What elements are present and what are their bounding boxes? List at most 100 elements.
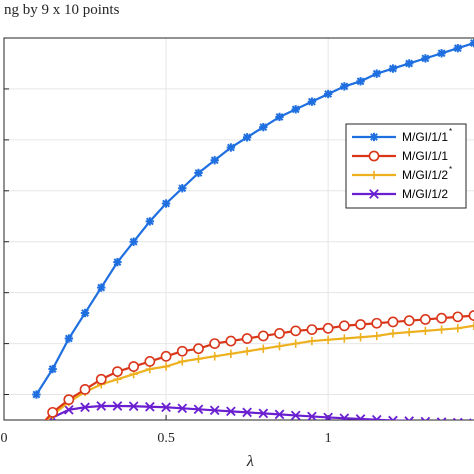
data-point [404,416,415,420]
data-point [340,334,349,343]
data-point [161,362,171,371]
data-point [323,335,333,344]
data-point [419,314,431,325]
data-point [48,364,57,374]
series-line [35,42,474,396]
data-point [242,347,252,356]
data-point [226,349,236,358]
data-point [404,327,414,337]
data-point [453,43,462,53]
data-point [307,97,317,106]
data-point [129,237,138,246]
legend-label: M/GI/1/2 [402,187,448,201]
data-point [112,366,123,378]
data-point [371,317,383,329]
data-point [259,344,268,353]
legend-superscript: * [449,165,452,174]
legend-label: M/GI/1/1 [402,149,448,163]
grid [3,38,474,420]
data-point [128,361,140,372]
data-point [372,331,381,341]
axis-ticks: 0 0.5 1 [1,88,332,446]
data-point [372,69,381,78]
data-point [95,373,107,385]
data-point [32,390,41,399]
data-point [32,426,40,434]
data-point [291,105,300,114]
data-point [32,426,40,434]
data-point [388,64,398,73]
data-point [421,54,430,63]
data-point [242,407,252,418]
series-4 [32,401,473,434]
legend-marker [369,132,379,142]
legend-item: M/GI/1/2 [352,187,448,201]
data-point [355,319,366,330]
legend: M/GI/1/1 *M/GI/1/1M/GI/1/2 *M/GI/1/2 [345,123,467,209]
data-point [128,401,139,412]
legend-superscript: * [449,127,452,136]
series-line [45,324,474,420]
data-point [323,412,333,420]
data-point [388,415,398,420]
data-point [469,38,474,48]
data-point [225,335,237,347]
data-point [323,89,333,99]
data-point [64,334,74,343]
data-point [209,338,221,349]
data-point [403,315,415,327]
legend-item: M/GI/1/1 [352,149,448,163]
data-point [80,308,90,318]
data-point [226,143,236,152]
data-point [371,414,382,420]
data-point [160,350,172,362]
data-point [340,82,349,91]
data-point [241,333,253,344]
data-point [145,217,155,226]
data-point [209,405,220,416]
data-point [242,133,252,142]
header-fragment: ng by 9 x 10 points [4,2,120,18]
data-point [290,410,301,420]
series-layer [32,38,474,435]
data-point [112,401,123,411]
x-axis-label: λ [246,453,254,470]
data-point [437,49,446,58]
data-point [404,59,414,68]
data-point [437,325,446,334]
legend-marker [368,150,380,162]
data-point [257,330,269,342]
data-point [355,414,366,420]
data-point [226,406,236,417]
data-point [436,312,447,324]
legend-item: M/GI/1/2 * [352,165,452,182]
data-point [338,320,350,332]
data-point [193,404,204,415]
data-point [113,257,122,267]
data-point [274,409,285,420]
data-point [259,122,268,132]
data-point [178,357,187,366]
x-tick-label: 1 [325,431,332,446]
data-point [387,316,399,328]
legend-item: M/GI/1/1 * [352,127,452,144]
data-point [275,341,284,351]
plot-frame [3,37,474,421]
data-point [210,352,219,361]
data-point [145,401,155,412]
data-point [453,324,462,333]
data-point [47,406,59,418]
data-point [291,339,300,348]
x-tick-label: 0 [1,431,8,446]
legend-label: M/GI/1/1 [402,130,448,144]
data-point [194,354,203,364]
data-point [420,416,431,420]
series-line [44,314,474,420]
legend-marker [369,170,379,180]
data-point [339,413,350,420]
data-point [161,402,171,413]
data-point [452,311,464,323]
data-point [32,426,41,435]
data-point [307,411,317,420]
